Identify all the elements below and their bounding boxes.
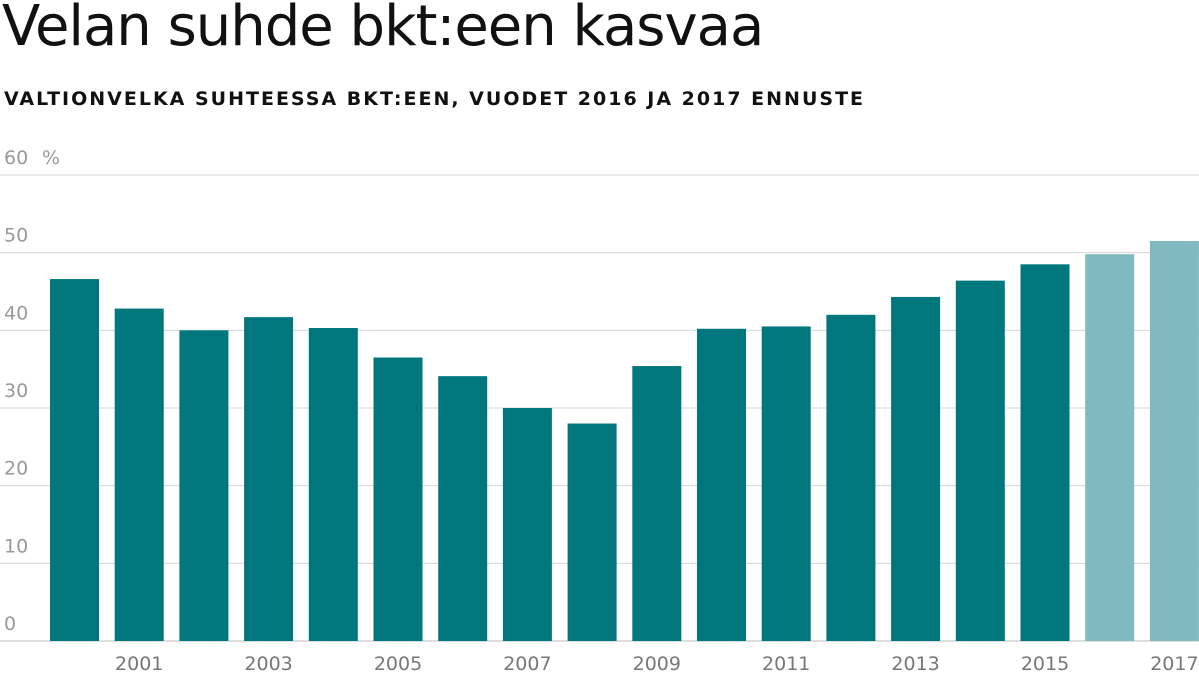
x-tick-label: 2013 — [891, 653, 939, 674]
x-tick-label: 2005 — [374, 653, 422, 674]
chart-title: Velan suhde bkt:een kasvaa — [2, 0, 764, 59]
y-tick-label: 60 — [4, 147, 28, 169]
chart-subtitle: VALTIONVELKA SUHTEESSA BKT:EEN, VUODET 2… — [4, 88, 866, 110]
bar-2001 — [114, 308, 164, 641]
bar-2010 — [697, 328, 746, 641]
y-unit-label: % — [42, 147, 60, 169]
bar-2005 — [373, 357, 423, 641]
bar-2004 — [308, 328, 358, 641]
x-tick-label: 2011 — [762, 653, 810, 674]
bar-2013 — [891, 296, 941, 641]
bar-2014 — [955, 280, 1005, 641]
x-tick-label: 2001 — [115, 653, 163, 674]
x-axis-ticks: 2001 2003 2005 2007 2009 2011 2013 2015 2017 — [115, 653, 1199, 674]
bar-2015 — [1020, 264, 1070, 641]
x-tick-label: 2007 — [503, 653, 551, 674]
bar-2012 — [826, 314, 876, 641]
x-tick-label: 2009 — [633, 653, 681, 674]
bar-2017 — [1149, 241, 1199, 641]
bar-2006 — [438, 376, 488, 641]
bar-2008 — [567, 423, 617, 641]
y-axis-ticks: 0 10 20 30 40 50 60% — [4, 147, 60, 635]
x-tick-label: 2015 — [1021, 653, 1069, 674]
bars — [50, 241, 1199, 641]
bar-2002 — [179, 330, 229, 641]
y-tick-label: 50 — [4, 225, 28, 247]
bar-2011 — [761, 326, 811, 641]
bar-2016 — [1085, 254, 1135, 641]
y-tick-label: 20 — [4, 458, 28, 480]
bar-2000 — [50, 279, 99, 641]
bar-2003 — [244, 317, 294, 641]
y-tick-label: 0 — [4, 613, 16, 635]
bar-2009 — [632, 366, 682, 641]
x-tick-label: 2003 — [244, 653, 292, 674]
bar-2007 — [502, 408, 552, 641]
y-tick-label: 40 — [4, 302, 28, 324]
x-tick-label: 2017 — [1150, 653, 1198, 674]
y-tick-label: 30 — [4, 380, 28, 402]
y-tick-label: 10 — [4, 535, 28, 557]
